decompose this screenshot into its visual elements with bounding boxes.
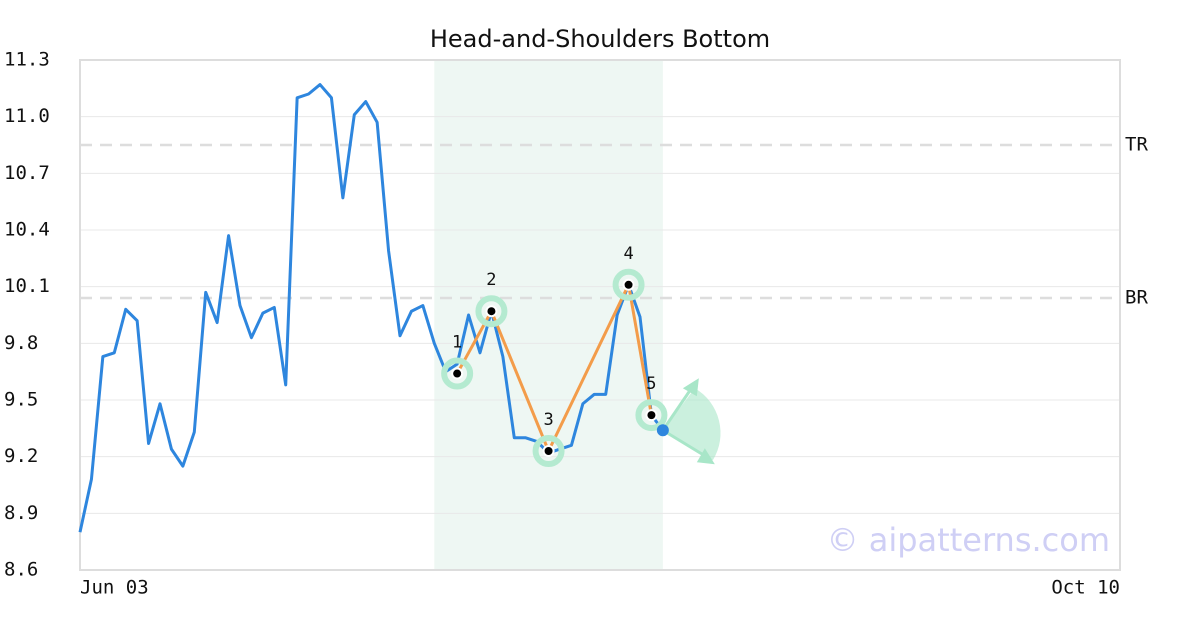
pattern-point: [451, 367, 464, 380]
y-tick-label: 9.5: [4, 389, 38, 411]
pattern-point: [622, 278, 635, 291]
plot-border: [79, 59, 1121, 571]
x-tick-label: Oct 10: [1051, 577, 1120, 599]
pattern-halo: [635, 399, 668, 432]
pattern-point: [542, 445, 555, 457]
x-tick-label: Jun 03: [80, 577, 149, 599]
pattern-label: 5: [646, 374, 656, 394]
y-tick-label: 8.9: [4, 502, 38, 524]
y-tick-label: 8.6: [4, 559, 38, 581]
arrow-up: [661, 385, 695, 432]
pattern-halo: [612, 268, 645, 301]
watermark: © aipatterns.com: [827, 521, 1110, 559]
y-tick-label: 11.0: [4, 105, 50, 127]
pattern-halo: [532, 435, 565, 467]
y-tick-label: 10.1: [4, 275, 50, 297]
arrow-down-head: [696, 448, 715, 465]
prediction-cone: [662, 388, 721, 461]
level-label: BR: [1125, 287, 1148, 309]
price-line: [78, 83, 665, 533]
y-tick-label: 10.7: [4, 162, 50, 184]
y-tick-label: 10.4: [4, 219, 50, 241]
pattern-point: [485, 305, 498, 318]
arrow-down: [662, 428, 710, 460]
pattern-halo: [475, 295, 508, 328]
pattern-label: 3: [543, 410, 553, 430]
level-label: TR: [1125, 134, 1148, 156]
pattern-label: 2: [486, 270, 496, 290]
pattern-halo: [441, 357, 474, 390]
pattern-label: 4: [623, 244, 633, 264]
pattern-label: 1: [452, 333, 462, 353]
arrow-up-head: [682, 378, 699, 397]
last-point: [656, 424, 669, 437]
chart-title: Head-and-Shoulders Bottom: [430, 25, 770, 53]
y-tick-label: 11.3: [4, 49, 50, 71]
pattern-point: [645, 409, 658, 422]
y-tick-label: 9.2: [4, 445, 38, 467]
y-tick-label: 9.8: [4, 332, 38, 354]
